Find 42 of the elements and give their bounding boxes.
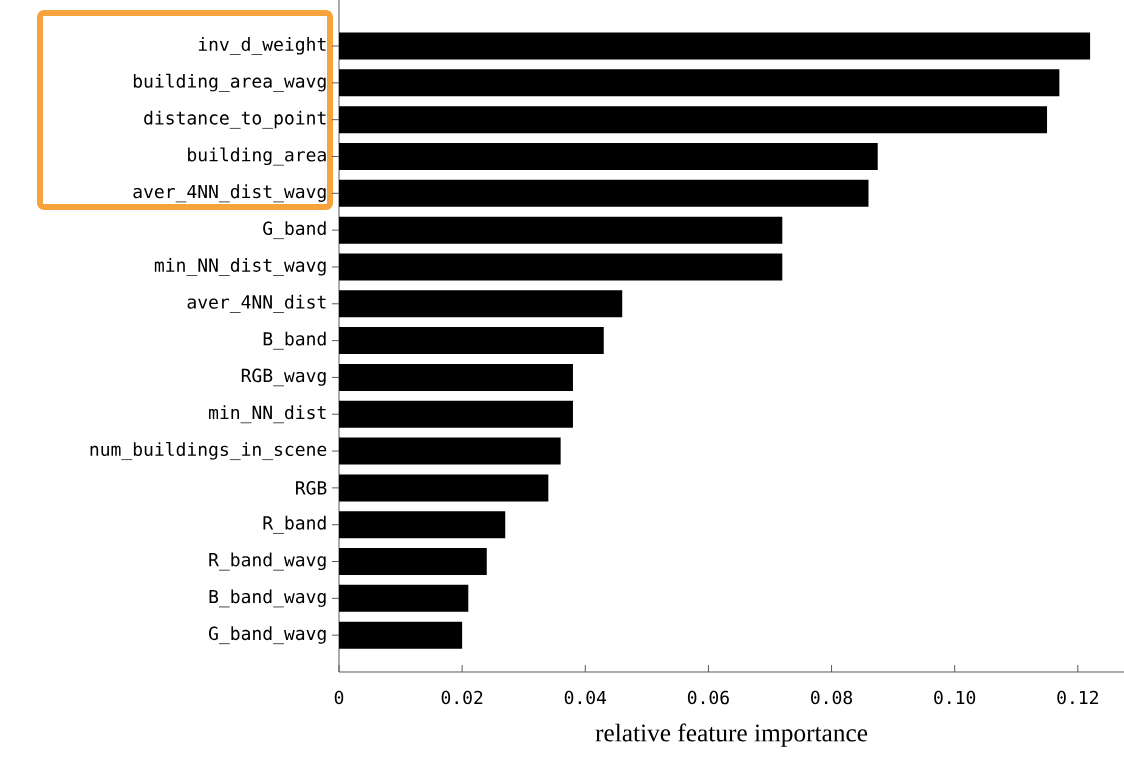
x-axis-title: relative feature importance [595, 723, 868, 747]
x-tick-label: 0.02 [441, 690, 483, 705]
y-tick-label: R_band_wavg [209, 552, 326, 571]
y-tick-label: min_NN_dist [209, 405, 326, 424]
bar [339, 106, 1048, 134]
y-tick-label: aver_4NN_dist_wavg [133, 184, 326, 203]
bar [339, 548, 487, 576]
y-tick-label: B_band [263, 331, 326, 350]
y-tick-label: building_area_wavg [133, 73, 326, 92]
x-tick-label: 0.04 [564, 690, 607, 705]
bar [339, 474, 549, 502]
bar [339, 363, 573, 391]
bar [339, 142, 878, 170]
bar [339, 511, 506, 539]
y-tick-label: min_NN_dist_wavg [154, 257, 326, 276]
y-tick-label: building_area [188, 147, 326, 166]
bar [339, 253, 783, 281]
y-tick-label: G_band [263, 221, 326, 240]
y-tick-label: B_band_wavg [209, 589, 326, 608]
y-tick-label: inv_d_weight [198, 37, 326, 55]
x-tick-label: 0.10 [934, 690, 976, 705]
x-tick-label: 0.12 [1057, 690, 1098, 705]
bar [339, 290, 623, 318]
bar [339, 32, 1091, 60]
bar [339, 179, 869, 207]
bar [339, 584, 469, 612]
x-tick-label: 0 [334, 690, 344, 705]
y-tick-label: RGB_wavg [241, 368, 326, 387]
bar [339, 69, 1060, 97]
bar [339, 400, 573, 428]
y-tick-label: num_buildings_in_scene [90, 442, 327, 461]
bar [339, 216, 783, 244]
x-tick-label: 0.06 [687, 690, 729, 705]
y-tick-label: aver_4NN_dist [187, 294, 326, 313]
x-tick-label: 0.08 [811, 690, 853, 705]
bar [339, 437, 561, 465]
bar [339, 621, 463, 649]
y-tick-label: RGB [296, 481, 327, 495]
y-tick-label: distance_to_point [144, 110, 326, 129]
y-tick-label: G_band_wavg [208, 626, 326, 645]
bar [339, 327, 604, 355]
y-tick-label: R_band [263, 515, 326, 534]
